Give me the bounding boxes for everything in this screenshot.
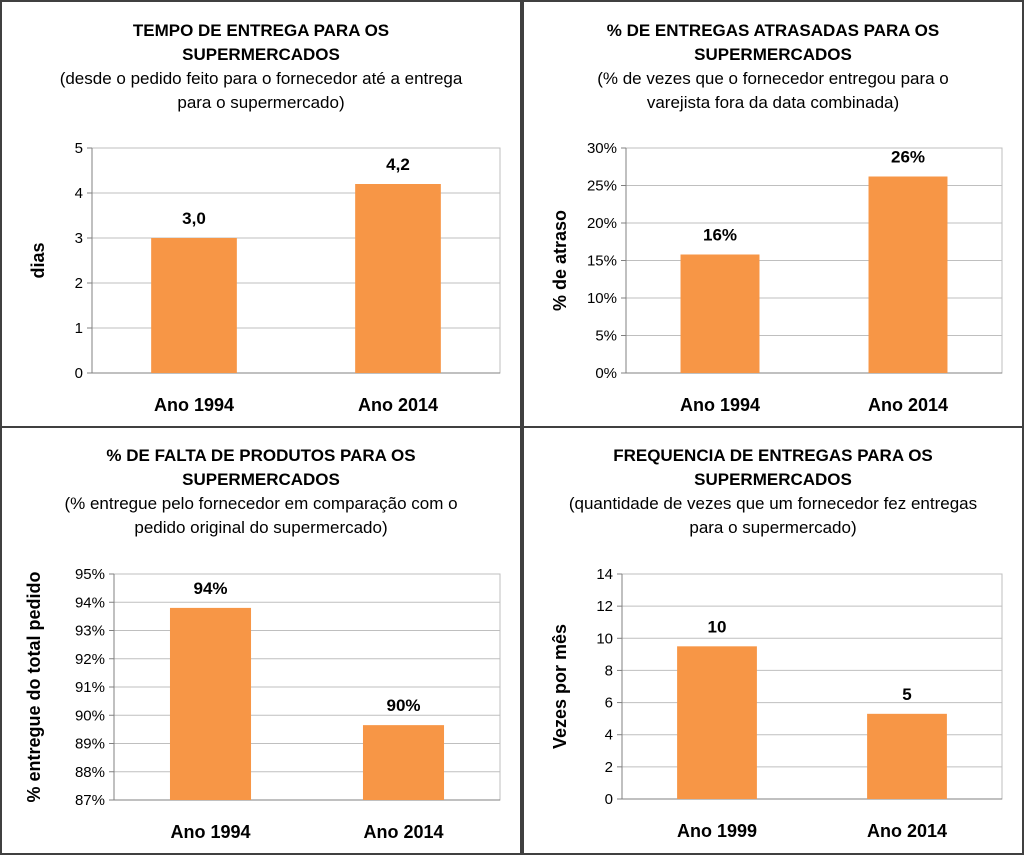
y-tick-label: 94% xyxy=(75,594,105,611)
chart-title: FREQUENCIA DE ENTREGAS PARA OS SUPERMERC… xyxy=(613,446,933,489)
data-label: 3,0 xyxy=(182,209,206,228)
y-tick-label: 0% xyxy=(595,365,617,382)
bar-chart: 0 1 2 3 4 5 3,0 Ano 1994 4,2 Ano 2014 dias xyxy=(28,140,501,415)
chart-panel-product-shortage: % DE FALTA DE PRODUTOS PARA OS SUPERMERC… xyxy=(0,426,522,855)
chart-panel-delivery-time: TEMPO DE ENTREGA PARA OS SUPERMERCADOS (… xyxy=(0,0,522,428)
chart-panel-delivery-frequency: FREQUENCIA DE ENTREGAS PARA OS SUPERMERC… xyxy=(522,426,1024,855)
y-tick-label: 10% xyxy=(587,290,617,307)
y-tick-label: 5% xyxy=(595,328,617,345)
data-label: 4,2 xyxy=(386,155,410,174)
bar-chart: 87% 88% 89% 90% 91% 92% 93% 94% 95% 94% Ano 1994 90… xyxy=(24,566,501,842)
y-tick-label: 2 xyxy=(75,275,83,292)
y-tick-label: 2 xyxy=(605,759,613,776)
y-tick-label: 12 xyxy=(596,598,613,615)
y-tick-label: 90% xyxy=(75,707,105,724)
bar xyxy=(867,713,947,799)
data-label: 94% xyxy=(193,579,227,598)
x-tick-label: Ano 2014 xyxy=(867,821,947,841)
bar xyxy=(169,607,252,800)
x-tick-label: Ano 1994 xyxy=(680,395,760,415)
y-tick-label: 20% xyxy=(587,215,617,232)
x-tick-label: Ano 2014 xyxy=(363,822,443,842)
y-tick-label: 0 xyxy=(605,791,613,808)
chart-title: % DE ENTREGAS ATRASADAS PARA OS SUPERMER… xyxy=(606,21,940,64)
y-tick-label: 92% xyxy=(75,651,105,668)
y-tick-label: 89% xyxy=(75,736,105,753)
y-tick-label: 4 xyxy=(605,727,613,744)
y-tick-label: 25% xyxy=(587,178,617,195)
y-tick-label: 88% xyxy=(75,764,105,781)
bar-chart: 0 2 4 6 8 10 12 14 10 Ano 1999 5 Ano 2014 Vezes por … xyxy=(550,566,1003,841)
chart-subtitle: (desde o pedido feito para o fornecedor … xyxy=(59,69,463,112)
bar xyxy=(151,238,237,373)
y-tick-label: 87% xyxy=(75,792,105,809)
y-tick-label: 93% xyxy=(75,623,105,640)
y-tick-label: 3 xyxy=(75,230,83,247)
x-tick-label: Ano 1999 xyxy=(677,821,757,841)
y-axis-title: % entregue do total pedido xyxy=(24,571,44,802)
y-tick-label: 95% xyxy=(75,566,105,583)
bar xyxy=(868,176,948,373)
chart-title: % DE FALTA DE PRODUTOS PARA OS SUPERMERC… xyxy=(106,446,416,489)
data-label: 5 xyxy=(902,685,911,704)
y-axis-title: dias xyxy=(28,242,48,278)
y-tick-label: 5 xyxy=(75,140,83,157)
y-tick-label: 15% xyxy=(587,253,617,270)
chart-header: % DE ENTREGAS ATRASADAS PARA OS SUPERMER… xyxy=(524,19,1022,115)
y-tick-label: 14 xyxy=(596,566,613,583)
bar xyxy=(677,646,757,799)
bar xyxy=(680,254,760,373)
chart-header: TEMPO DE ENTREGA PARA OS SUPERMERCADOS (… xyxy=(2,19,520,115)
y-tick-label: 91% xyxy=(75,679,105,696)
y-axis-title: % de atraso xyxy=(550,210,570,311)
x-tick-label: Ano 2014 xyxy=(358,395,438,415)
y-tick-label: 0 xyxy=(75,365,83,382)
bar xyxy=(362,725,445,800)
chart-header: % DE FALTA DE PRODUTOS PARA OS SUPERMERC… xyxy=(2,444,520,540)
y-tick-label: 10 xyxy=(596,630,613,647)
y-tick-label: 8 xyxy=(605,662,613,679)
y-tick-label: 1 xyxy=(75,320,83,337)
data-label: 10 xyxy=(708,617,727,636)
chart-panel-late-deliveries: % DE ENTREGAS ATRASADAS PARA OS SUPERMER… xyxy=(522,0,1024,428)
y-axis-title: Vezes por mês xyxy=(550,624,570,749)
y-tick-label: 6 xyxy=(605,695,613,712)
chart-subtitle: (% entregue pelo fornecedor em comparaçã… xyxy=(64,494,458,537)
chart-title: TEMPO DE ENTREGA PARA OS SUPERMERCADOS xyxy=(132,21,390,64)
chart-subtitle: (quantidade de vezes que um fornecedor f… xyxy=(568,494,978,537)
chart-header: FREQUENCIA DE ENTREGAS PARA OS SUPERMERC… xyxy=(524,444,1022,540)
y-tick-label: 30% xyxy=(587,140,617,157)
data-label: 16% xyxy=(703,226,737,245)
x-tick-label: Ano 2014 xyxy=(868,395,948,415)
y-tick-label: 4 xyxy=(75,185,83,202)
bar-chart: 0% 5% 10% 15% 20% 25% 30% 16% Ano 1994 26% Ano 201… xyxy=(550,140,1003,415)
bar xyxy=(355,184,441,373)
x-tick-label: Ano 1994 xyxy=(170,822,250,842)
data-label: 90% xyxy=(386,696,420,715)
chart-subtitle: (% de vezes que o fornecedor entregou pa… xyxy=(597,69,949,112)
x-tick-label: Ano 1994 xyxy=(154,395,234,415)
data-label: 26% xyxy=(891,148,925,167)
